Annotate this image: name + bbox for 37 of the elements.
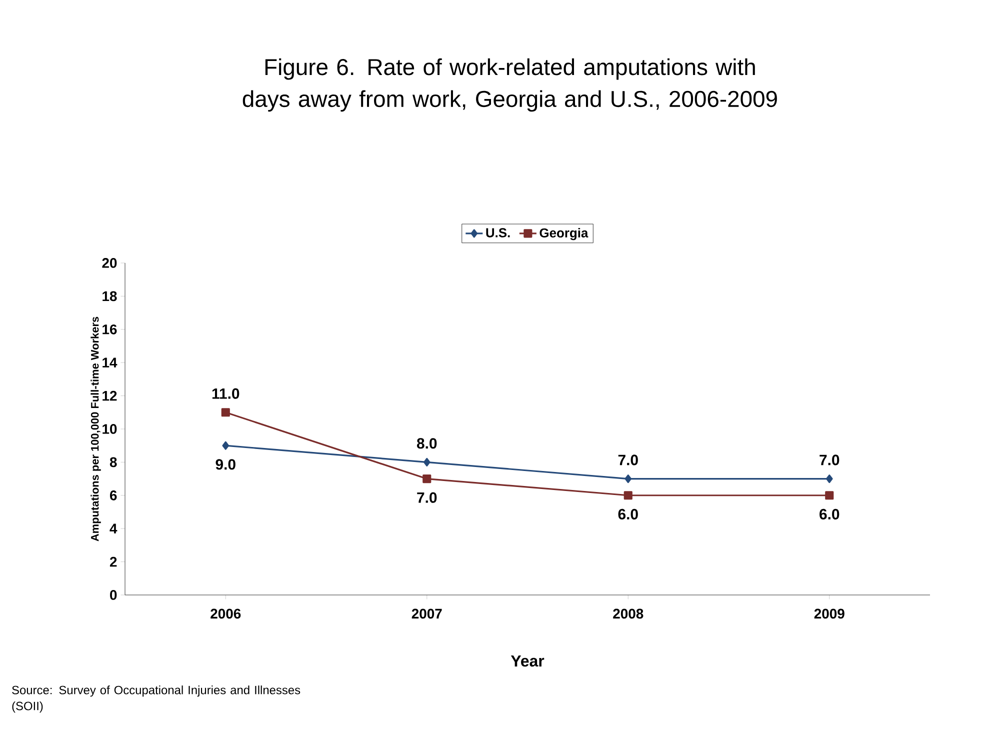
- y-tick-label: 16: [102, 324, 117, 334]
- point: [624, 491, 632, 500]
- data-label: 6.0: [820, 508, 840, 520]
- y-axis-title: Amputations per 100,000 Full-time Workers: [90, 316, 101, 542]
- x-tick-label: 2008: [613, 608, 644, 619]
- legend-label: U.S.: [486, 228, 510, 238]
- y-tick-label: 10: [102, 424, 117, 434]
- y-tick-label: 4: [110, 524, 118, 534]
- y-tick-label: 2: [110, 556, 117, 567]
- y-tick-label: 18: [102, 291, 117, 302]
- data-label: 7.0: [618, 454, 638, 466]
- x-tick-label: 2007: [412, 608, 442, 619]
- point: [825, 491, 834, 500]
- y-tick-label: 0: [110, 590, 117, 600]
- data-label: 11.0: [212, 388, 240, 399]
- y-tick-label: 8: [110, 457, 117, 468]
- y-tick-label: 20: [102, 258, 117, 268]
- data-label: 8.0: [416, 438, 437, 449]
- data-label: 7.0: [417, 492, 437, 503]
- y-tick-label: 12: [102, 390, 117, 401]
- data-label: 7.0: [820, 454, 840, 466]
- data-label: 6.0: [618, 508, 638, 520]
- point: [222, 441, 230, 450]
- point: [422, 474, 432, 484]
- point: [221, 408, 230, 417]
- x-tick-label: 2006: [210, 608, 241, 619]
- point: [624, 474, 632, 484]
- y-tick-label: 14: [102, 358, 118, 368]
- y-tick-label: 6: [110, 490, 117, 500]
- x-tick-label: 2009: [814, 608, 844, 619]
- x-axis-title: Year: [510, 655, 544, 667]
- point: [423, 458, 430, 466]
- source-note: Source: Survey of Occupational Injuries and Illnesses (SOII): [12, 686, 300, 713]
- legend-label: Georgia: [540, 228, 588, 240]
- chart-title: Figure 6. Rate of work-related amputations with days away from work, Georgia and U.S., 2006-2009: [242, 58, 777, 112]
- point: [826, 474, 833, 484]
- data-label: 9.0: [216, 459, 236, 470]
